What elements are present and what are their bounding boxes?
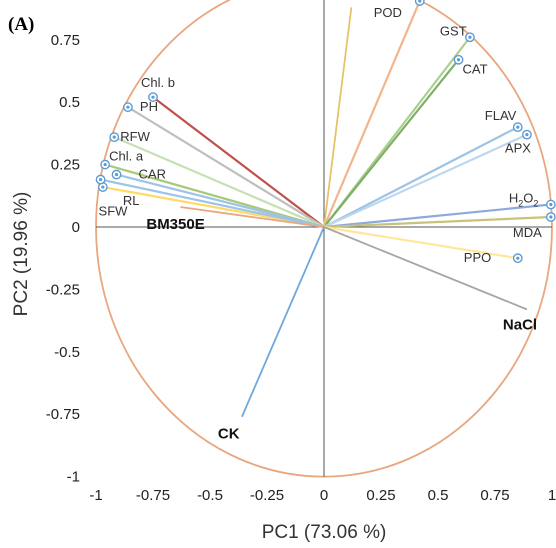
x-tick-label: 1 [548, 487, 556, 504]
treatment-label: NaCl [503, 316, 537, 333]
panel-label: (A) [8, 14, 34, 35]
x-tick-label: -0.75 [136, 487, 170, 504]
treatment-vector [323, 7, 353, 228]
y-axis-title: PC2 (19.96 %) [11, 192, 32, 317]
vector-labels: POD GST CAT FLAV APX H2O2 MDA PPO Chl. b PH RFW Chl… [99, 5, 543, 265]
x-tick-label: -0.25 [250, 487, 284, 504]
variable-label: RFW [120, 129, 150, 144]
loading-marker-dot [101, 185, 105, 189]
variable-label: Chl. a [109, 149, 144, 164]
y-tick-label: -0.5 [54, 344, 80, 361]
treatment-vector [323, 226, 528, 311]
y-tick-label: -0.75 [46, 406, 80, 423]
y-tick-labels: 10.750.50.250-0.25-0.5-0.75-1 [46, 32, 80, 486]
treatment-label: CK [218, 426, 240, 443]
loading-marker-dot [516, 256, 520, 260]
loading-vector [323, 126, 519, 228]
loading-marker-dot [549, 215, 553, 219]
loading-marker-dot [418, 0, 422, 3]
variable-label: Chl. b [141, 75, 175, 90]
loading-vector [322, 0, 421, 228]
loading-marker-dot [549, 202, 553, 207]
treatment-vector [241, 226, 325, 418]
variable-label: PPO [464, 250, 491, 265]
x-tick-label: 0.25 [366, 487, 395, 504]
loading-vector [323, 133, 528, 229]
y-tick-label: 0.75 [51, 32, 80, 49]
variable-label: CAR [139, 167, 166, 182]
y-tick-label: 0 [72, 219, 80, 236]
loading-marker-dot [151, 95, 155, 99]
loading-vectors [95, 0, 556, 264]
loading-vector [113, 136, 325, 229]
x-axis-title: PC1 (73.06 %) [262, 522, 387, 543]
loading-marker-dot [126, 105, 130, 109]
treatment-vectors: BM350E+NaClBM350ENaClCK [146, 7, 537, 443]
variable-label: H2O2 [509, 191, 539, 209]
variable-label: RL [123, 193, 140, 208]
x-tick-label: -1 [89, 487, 102, 504]
treatment-label: BM350E [146, 216, 204, 233]
loading-vector [102, 185, 325, 229]
loading-vector [116, 173, 325, 229]
x-tick-label: 0 [320, 487, 328, 504]
loading-marker-dot [112, 135, 116, 139]
variable-label: CAT [463, 62, 488, 77]
x-tick-labels: -1 -0.75 -0.5 -0.25 0 0.25 0.5 0.75 1 [89, 487, 556, 504]
variable-label: PH [140, 99, 158, 114]
loading-marker-dot [525, 133, 529, 137]
loading-vector [127, 106, 325, 228]
x-tick-label: 0.5 [428, 487, 449, 504]
loading-vector [323, 59, 460, 228]
loading-marker-dot [456, 58, 461, 62]
loading-marker-dot [114, 172, 119, 177]
variable-label: APX [505, 141, 531, 156]
y-tick-label: -1 [67, 469, 80, 486]
loading-marker-dot [98, 177, 103, 182]
variable-label: POD [374, 5, 402, 20]
y-tick-label: 0.5 [59, 94, 80, 111]
x-tick-label: 0.75 [480, 487, 509, 504]
loading-vector [323, 203, 551, 229]
y-tick-label: 0.25 [51, 157, 80, 174]
y-tick-label: -0.25 [46, 281, 80, 298]
loading-vector [104, 163, 325, 229]
variable-label: GST [440, 23, 467, 38]
x-tick-label: -0.5 [197, 487, 223, 504]
loading-marker-dot [103, 162, 107, 167]
loading-vector [152, 96, 325, 228]
loading-marker-dot [516, 125, 520, 129]
loading-vector [100, 178, 325, 229]
variable-label: MDA [513, 225, 542, 240]
loading-marker-dot [468, 35, 472, 39]
variable-label: SFW [99, 204, 129, 219]
variable-label: FLAV [485, 108, 517, 123]
loading-vector [323, 215, 551, 229]
treatment-vector [180, 206, 325, 228]
loading-vector [323, 225, 518, 260]
